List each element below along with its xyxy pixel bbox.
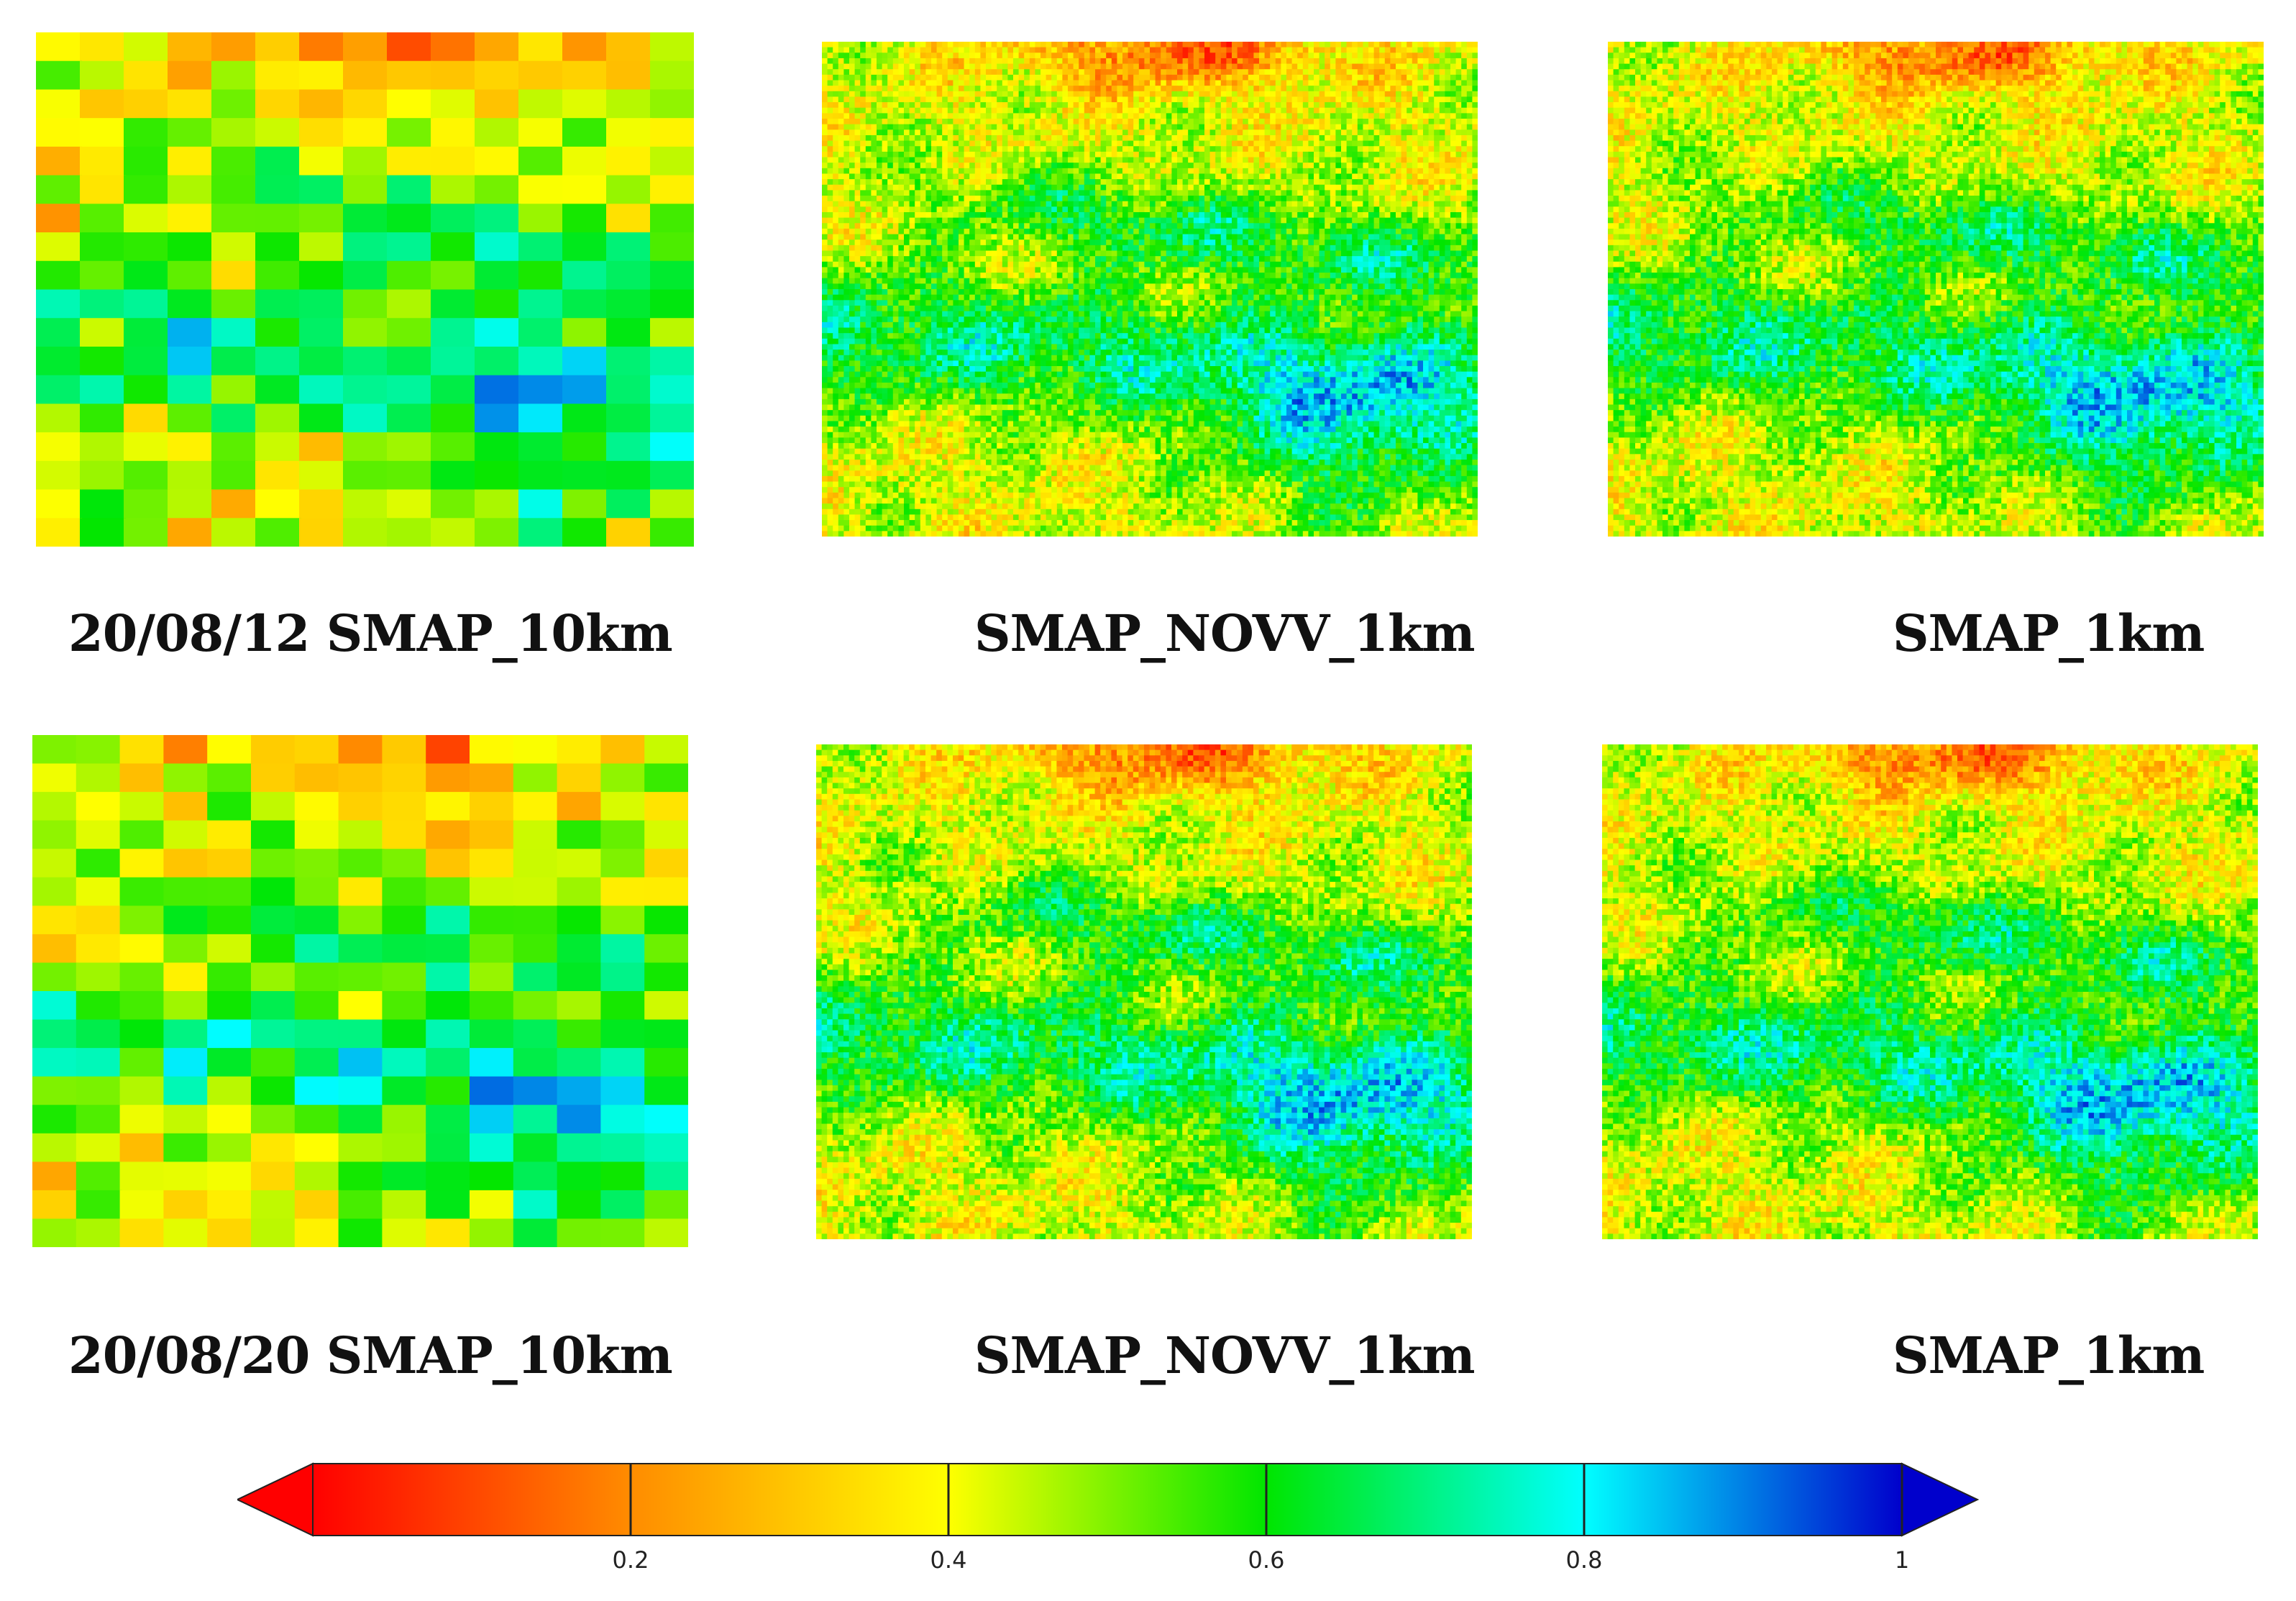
colorbar-tick-label: 0.2	[613, 1546, 649, 1574]
caption-row1-smap-1km: SMAP_1km	[1893, 608, 2205, 659]
colorbar-tick-label: 0.8	[1566, 1546, 1603, 1574]
map-panel-row2-smap-10km	[32, 735, 688, 1247]
map-panel-row1-smap-novv-1km	[822, 42, 1478, 537]
colorbar-extend-high	[1901, 1462, 1980, 1537]
map-panel-row2-smap-1km	[1602, 744, 2258, 1239]
colorbar-bar	[312, 1463, 1903, 1536]
colorbar-tick-label: 0.4	[930, 1546, 967, 1574]
map-raster	[32, 735, 688, 1247]
caption-row2-smap-10km: 20/08/20 SMAP_10km	[68, 1331, 673, 1381]
map-raster	[36, 32, 694, 547]
colorbar-extend-low	[237, 1462, 314, 1537]
map-raster	[822, 42, 1478, 537]
caption-row1-smap-10km: 20/08/12 SMAP_10km	[68, 608, 673, 659]
map-raster	[816, 744, 1472, 1239]
colorbar-tick-label: 0.6	[1248, 1546, 1285, 1574]
caption-row2-smap-novv-1km: SMAP_NOVV_1km	[974, 1331, 1476, 1381]
colorbar-legend: 0.2 0.4 0.6 0.8 1	[237, 1462, 1980, 1574]
caption-row2-smap-1km: SMAP_1km	[1893, 1331, 2205, 1381]
map-panel-row2-smap-novv-1km	[816, 744, 1472, 1239]
colorbar-tick-label: 1	[1895, 1546, 1909, 1574]
map-raster	[1602, 744, 2258, 1239]
caption-row1-smap-novv-1km: SMAP_NOVV_1km	[974, 608, 1476, 659]
map-panel-row1-smap-10km	[36, 32, 694, 547]
map-panel-row1-smap-1km	[1608, 42, 2264, 537]
map-raster	[1608, 42, 2264, 537]
